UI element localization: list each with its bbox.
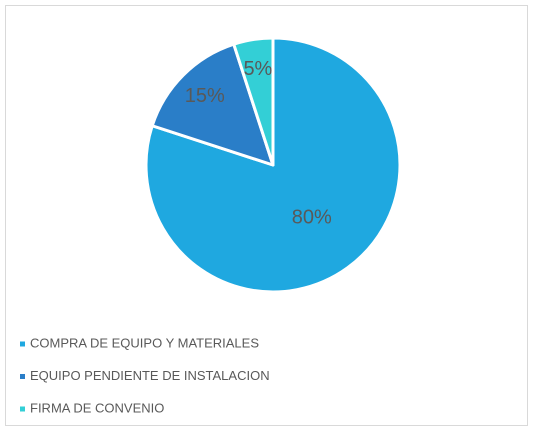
data-label: 15% [185, 85, 225, 107]
pie-slice [232, 36, 275, 167]
legend-marker [20, 406, 25, 412]
legend-label: EQUIPO PENDIENTE DE INSTALACION [30, 368, 270, 383]
legend-label: FIRMA DE CONVENIO [30, 400, 164, 415]
data-label: 80% [292, 207, 332, 229]
legend-label: COMPRA DE EQUIPO Y MATERIALES [30, 335, 259, 350]
data-label: 5% [243, 58, 272, 80]
legend-marker [20, 341, 25, 347]
legend-marker [20, 374, 25, 379]
